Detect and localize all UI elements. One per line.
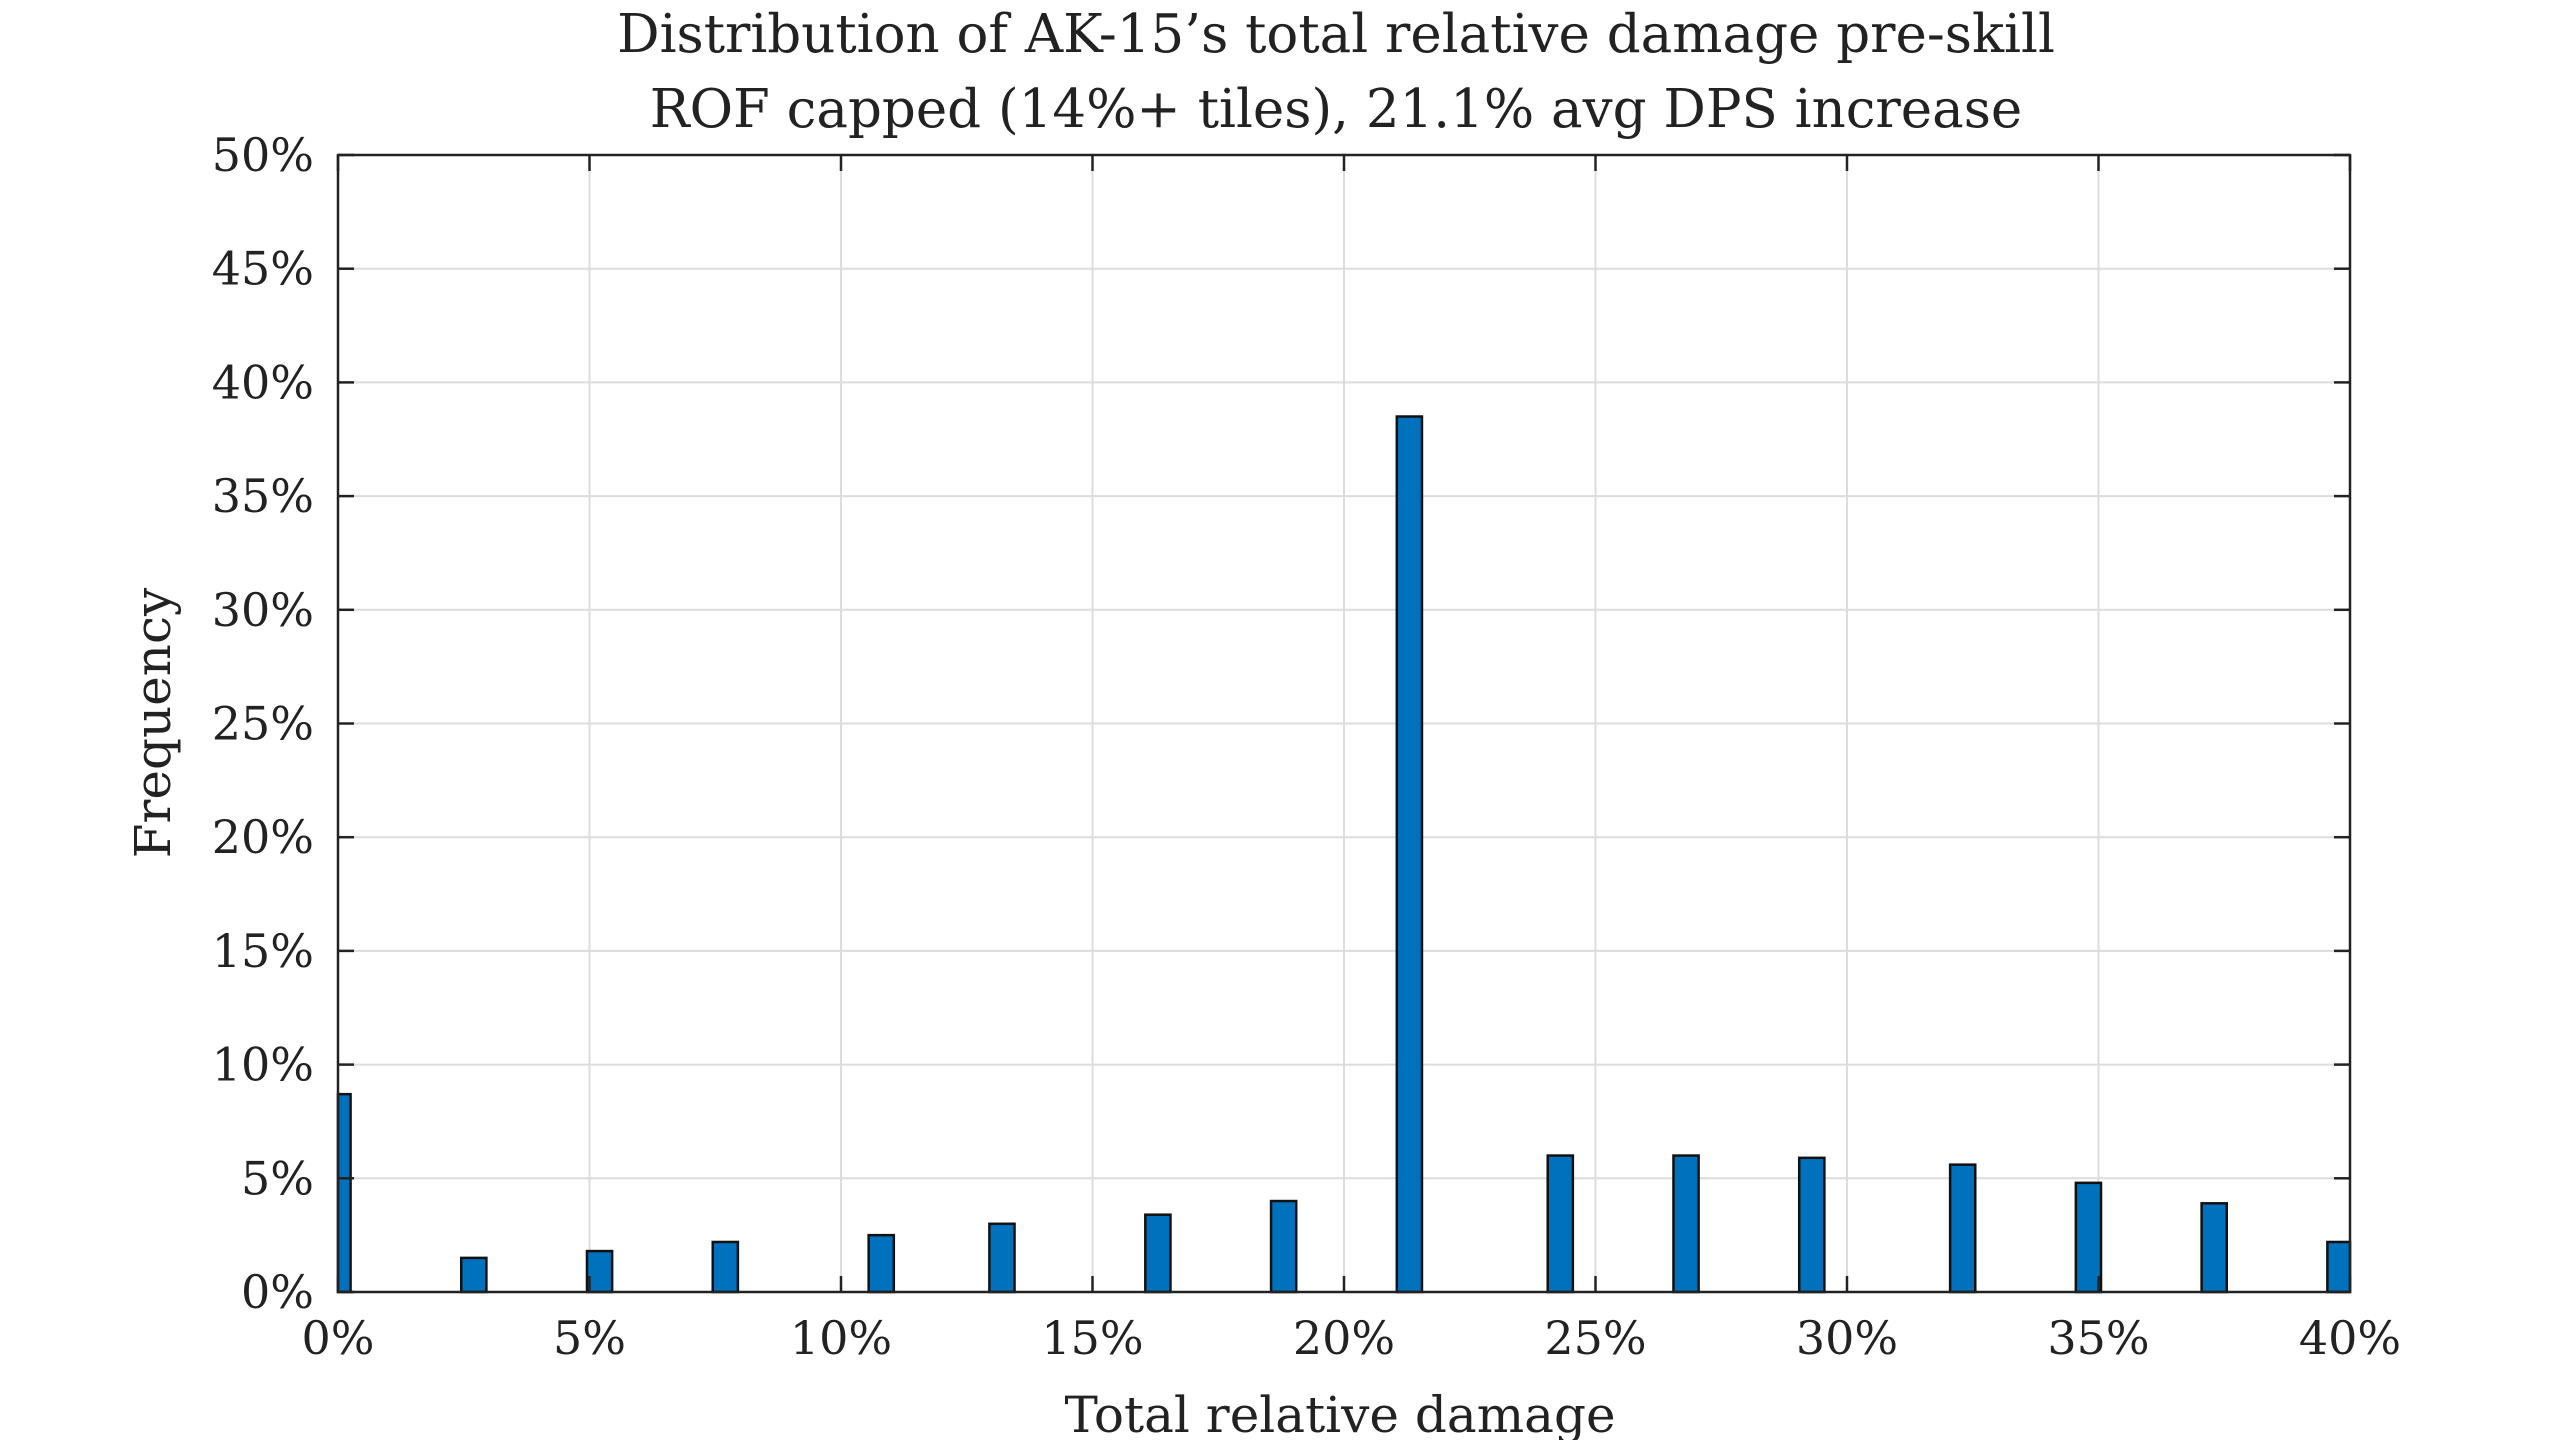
histogram-bar bbox=[711, 1240, 740, 1294]
histogram-bar bbox=[1144, 1213, 1172, 1294]
y-tick-label: 10% bbox=[212, 1038, 314, 1092]
y-tick-label: 0% bbox=[241, 1265, 314, 1319]
y-tick-label: 20% bbox=[212, 810, 314, 864]
histogram-bar bbox=[2074, 1181, 2103, 1294]
histogram-bar bbox=[1546, 1154, 1575, 1294]
x-tick-label: 5% bbox=[553, 1311, 626, 1365]
y-tick-label: 35% bbox=[212, 469, 314, 523]
histogram-bar bbox=[336, 1092, 352, 1294]
y-tick-label: 15% bbox=[212, 924, 314, 978]
y-axis-label: Frequency bbox=[124, 587, 182, 858]
histogram-bar bbox=[867, 1233, 896, 1294]
histogram-bar bbox=[1948, 1163, 1977, 1294]
y-tick-label: 30% bbox=[212, 583, 314, 637]
x-axis-label: Total relative damage bbox=[1064, 1386, 1615, 1440]
x-tick-label: 10% bbox=[790, 1311, 892, 1365]
y-tick-label: 50% bbox=[212, 128, 314, 182]
y-tick-label: 40% bbox=[212, 355, 314, 409]
histogram-bar bbox=[2200, 1202, 2229, 1294]
histogram-bar bbox=[459, 1256, 488, 1294]
axes: 0% 5% 10% 15% 20% 25% 30% 35% 40% 0% 5% 10% 15% 20% 25… bbox=[212, 128, 2401, 1365]
x-tick-label: 0% bbox=[302, 1311, 375, 1365]
bars bbox=[336, 415, 2352, 1294]
histogram-bar bbox=[2326, 1240, 2352, 1294]
histogram-bar bbox=[988, 1222, 1016, 1294]
histogram-bar bbox=[585, 1249, 614, 1294]
x-tick-label: 20% bbox=[1293, 1311, 1395, 1365]
chart-subtitle: ROF capped (14%+ tiles), 21.1% avg DPS i… bbox=[650, 79, 2023, 140]
x-tick-label: 15% bbox=[1041, 1311, 1143, 1365]
x-tick-label: 40% bbox=[2299, 1311, 2401, 1365]
histogram-bar bbox=[1395, 415, 1424, 1294]
histogram-bar bbox=[1672, 1154, 1700, 1294]
x-tick-label: 30% bbox=[1796, 1311, 1898, 1365]
y-tick-label: 25% bbox=[212, 697, 314, 751]
histogram-bar bbox=[1797, 1156, 1826, 1294]
y-tick-label: 45% bbox=[212, 242, 314, 296]
x-tick-label: 35% bbox=[2047, 1311, 2149, 1365]
chart-title: Distribution of AK-15’s total relative d… bbox=[617, 4, 2055, 65]
x-tick-label: 25% bbox=[1544, 1311, 1646, 1365]
histogram-bar bbox=[1269, 1199, 1298, 1294]
y-tick-label: 5% bbox=[241, 1151, 314, 1205]
